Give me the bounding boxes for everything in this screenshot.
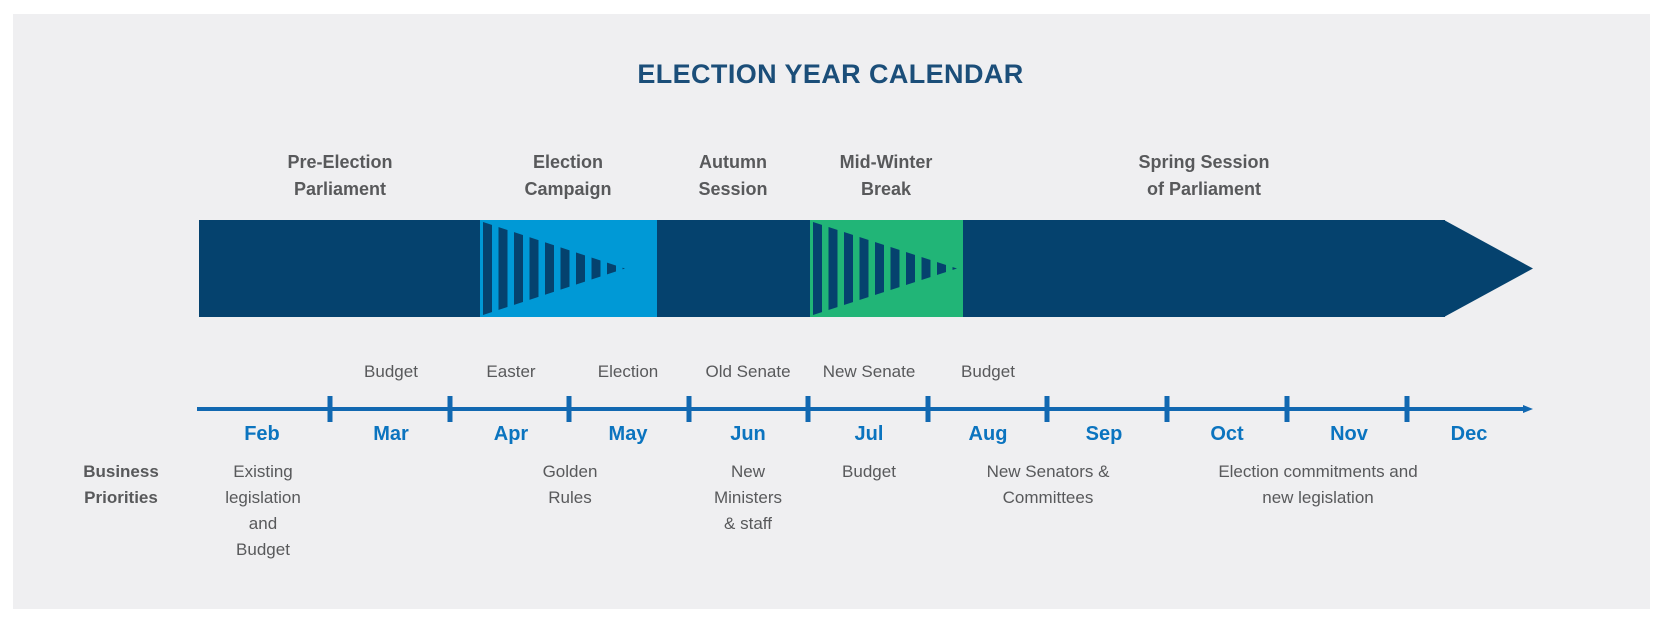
month-label-mar: Mar <box>373 422 409 446</box>
phase-label-spring-session-of-parliament-line: of Parliament <box>1146 179 1262 199</box>
segment-autumn-session <box>657 220 810 317</box>
axis-line <box>197 407 1525 411</box>
month-label-may: May <box>609 422 648 446</box>
axis-tick <box>1284 396 1290 422</box>
priority-item-existing-legislation-and-budget-line: legislation <box>225 488 301 507</box>
axis-end-arrow-icon <box>1523 405 1533 413</box>
month-label-feb-line: Feb <box>244 423 280 445</box>
month-label-jun: Jun <box>730 422 766 446</box>
business-priorities-label-line: Business <box>83 462 159 481</box>
priority-item-existing-legislation-and-budget: Existing legislation and Budget <box>225 459 301 563</box>
phase-label-election-campaign-line: Election <box>532 152 604 172</box>
priority-item-golden-rules-line: Rules <box>548 488 592 507</box>
priority-item-new-senators-and-committees-line: Committees <box>1002 488 1094 507</box>
month-label-feb: Feb <box>244 422 280 446</box>
month-label-apr: Apr <box>494 422 528 446</box>
month-label-oct-line: Oct <box>1210 423 1244 445</box>
axis-tick <box>1044 396 1050 422</box>
phase-label-pre-election-parliament-line: Pre-Election <box>287 152 393 172</box>
axis-event-election: Election <box>598 360 658 384</box>
month-label-jun-line: Jun <box>730 423 766 445</box>
phase-label-pre-election-parliament-line: Parliament <box>293 179 387 199</box>
priority-item-new-senators-and-committees: New Senators & Committees <box>987 459 1110 511</box>
phase-label-autumn-session-line: Session <box>698 179 768 199</box>
month-label-nov: Nov <box>1330 422 1368 446</box>
phase-label-mid-winter-break-line: Break <box>860 179 912 199</box>
priority-item-new-ministers-and-staff: New Ministers & staff <box>714 459 782 537</box>
phase-label-mid-winter-break-line: Mid-Winter <box>839 152 933 172</box>
axis-event-budget: Budget <box>364 360 418 384</box>
axis-event-new-senate: New Senate <box>823 360 916 384</box>
axis-tick <box>447 396 453 422</box>
timeline-arrowhead <box>1444 220 1533 317</box>
phase-label-pre-election-parliament: Pre-Election Parliament <box>287 149 392 203</box>
axis-event-new-senate-line: New Senate <box>822 362 916 381</box>
month-label-apr-line: Apr <box>493 423 529 445</box>
priority-item-new-ministers-and-staff-line: New <box>730 462 766 481</box>
priority-item-golden-rules: Golden Rules <box>543 459 598 511</box>
axis-tick <box>686 396 692 422</box>
month-label-sep: Sep <box>1086 422 1123 446</box>
page-title: ELECTION YEAR CALENDAR <box>637 59 1024 89</box>
segment-spring-session-of-parliament <box>963 220 1445 317</box>
axis-tick <box>327 396 333 422</box>
axis-event-old-senate-line: Old Senate <box>705 362 791 381</box>
phase-label-spring-session-of-parliament-line: Spring Session <box>1138 152 1270 172</box>
phase-label-mid-winter-break: Mid-Winter Break <box>840 149 933 203</box>
month-label-sep-line: Sep <box>1085 423 1123 445</box>
striped-triangle-mid-winter-break <box>813 222 957 315</box>
axis-event-old-senate: Old Senate <box>705 360 790 384</box>
striped-triangle-election-campaign <box>483 222 625 315</box>
axis-event-easter: Easter <box>486 360 535 384</box>
priority-item-election-commitments-and-new-legislation-line: new legislation <box>1262 488 1374 507</box>
month-label-jul-line: Jul <box>854 423 884 445</box>
segment-pre-election-parliament <box>199 220 480 317</box>
priority-item-existing-legislation-and-budget-line: Budget <box>236 540 290 559</box>
priority-item-golden-rules-line: Golden <box>542 462 598 481</box>
priority-item-new-senators-and-committees-line: New Senators & <box>986 462 1110 481</box>
axis-event-budget-line: Budget <box>961 362 1015 381</box>
month-label-mar-line: Mar <box>373 423 409 445</box>
axis-event-budget-line: Budget <box>364 362 418 381</box>
month-label-aug: Aug <box>969 422 1008 446</box>
month-label-may-line: May <box>608 423 648 445</box>
priority-item-existing-legislation-and-budget-line: and <box>248 514 278 533</box>
axis-tick <box>1164 396 1170 422</box>
business-priorities-label: Business Priorities <box>83 459 159 511</box>
phase-label-spring-session-of-parliament: Spring Session of Parliament <box>1138 149 1269 203</box>
business-priorities-label-line: Priorities <box>84 488 158 507</box>
priority-item-election-commitments-and-new-legislation-line: Election commitments and <box>1218 462 1418 481</box>
phase-label-autumn-session-line: Autumn <box>699 152 767 172</box>
priority-item-election-commitments-and-new-legislation: Election commitments and new legislation <box>1218 459 1417 511</box>
priority-item-budget: Budget <box>842 459 896 485</box>
phase-label-autumn-session: Autumn Session <box>698 149 767 203</box>
priority-item-budget-line: Budget <box>842 462 896 481</box>
month-label-jul: Jul <box>855 422 884 446</box>
phase-label-election-campaign: Election Campaign <box>524 149 611 203</box>
month-label-dec-line: Dec <box>1450 423 1488 445</box>
month-label-oct: Oct <box>1210 422 1243 446</box>
axis-tick <box>925 396 931 422</box>
month-label-aug-line: Aug <box>968 423 1008 445</box>
axis-event-budget: Budget <box>961 360 1015 384</box>
axis-event-election-line: Election <box>597 362 659 381</box>
phase-label-election-campaign-line: Campaign <box>524 179 612 199</box>
priority-item-new-ministers-and-staff-line: & staff <box>724 514 772 533</box>
month-label-nov-line: Nov <box>1330 423 1368 445</box>
priority-item-new-ministers-and-staff-line: Ministers <box>713 488 783 507</box>
axis-event-easter-line: Easter <box>486 362 536 381</box>
priority-item-existing-legislation-and-budget-line: Existing <box>233 462 293 481</box>
axis-tick <box>566 396 572 422</box>
axis-tick <box>805 396 811 422</box>
month-label-dec: Dec <box>1451 422 1488 446</box>
axis-tick <box>1404 396 1410 422</box>
